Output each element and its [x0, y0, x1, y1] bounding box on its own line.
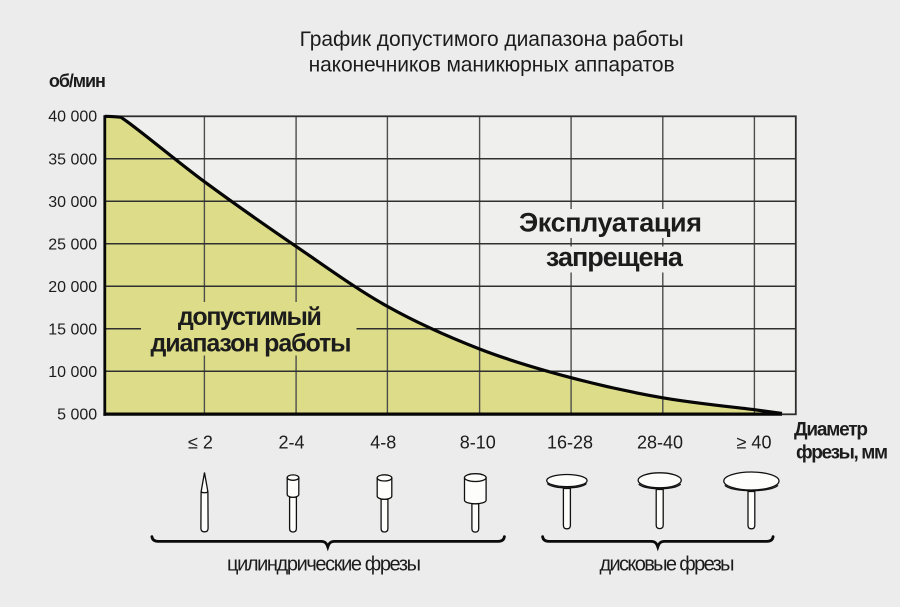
svg-text:запрещена: запрещена	[546, 242, 684, 272]
svg-text:Эксплуатация: Эксплуатация	[519, 208, 702, 238]
svg-text:График допустимого диапазона р: График допустимого диапазона работы	[300, 28, 684, 51]
svg-text:фрезы, мм: фрезы, мм	[796, 443, 888, 464]
svg-text:об/мин: об/мин	[49, 71, 106, 91]
svg-text:28-40: 28-40	[637, 433, 683, 453]
svg-text:допустимый: допустимый	[178, 303, 322, 331]
svg-text:10 000: 10 000	[48, 364, 97, 381]
svg-text:дисковые фрезы: дисковые фрезы	[600, 553, 735, 575]
svg-text:16-28: 16-28	[547, 433, 593, 453]
svg-text:25 000: 25 000	[48, 236, 97, 253]
svg-text:30 000: 30 000	[48, 194, 97, 211]
svg-text:35 000: 35 000	[48, 151, 97, 168]
svg-text:20 000: 20 000	[48, 279, 97, 296]
svg-text:15 000: 15 000	[48, 321, 97, 338]
svg-text:5 000: 5 000	[57, 406, 97, 423]
svg-text:8-10: 8-10	[460, 433, 496, 453]
svg-text:40 000: 40 000	[48, 108, 97, 125]
svg-text:4-8: 4-8	[370, 433, 396, 453]
svg-text:наконечников маникюрных аппара: наконечников маникюрных аппаратов	[309, 53, 675, 76]
svg-text:цилиндрические фрезы: цилиндрические фрезы	[227, 553, 421, 575]
svg-text:Диаметр: Диаметр	[794, 420, 868, 441]
svg-text:≤ 2: ≤ 2	[188, 433, 213, 453]
svg-text:≥ 40: ≥ 40	[737, 433, 772, 453]
svg-text:2-4: 2-4	[278, 433, 304, 453]
svg-text:диапазон работы: диапазон работы	[151, 330, 352, 358]
